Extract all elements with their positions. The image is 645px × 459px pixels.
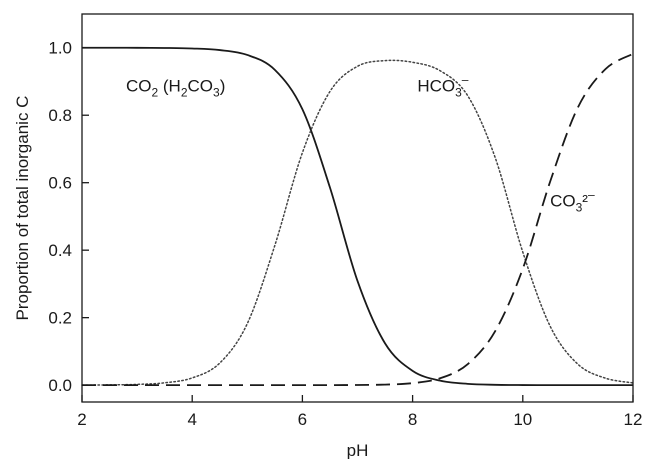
x-tick-label: 10 <box>513 410 532 429</box>
y-axis-label: Proportion of total inorganic C <box>13 96 32 321</box>
y-tick-label: 0.4 <box>48 241 72 260</box>
x-tick-label: 8 <box>408 410 417 429</box>
co2-curve <box>81 46 633 387</box>
y-tick-label: 0.0 <box>48 376 72 395</box>
x-tick-label: 4 <box>187 410 196 429</box>
co2-label: CO2​ (H2​CO3​) <box>126 77 225 100</box>
y-tick-label: 1.0 <box>48 39 72 58</box>
co3-label: CO3​²–​ <box>550 187 595 214</box>
y-tick-label: 0.8 <box>48 106 72 125</box>
x-tick-label: 12 <box>624 410 643 429</box>
axis-ticks <box>81 47 634 402</box>
y-tick-label: 0.6 <box>48 174 72 193</box>
x-tick-label: 2 <box>77 410 86 429</box>
tick-labels: 2 4 6 8 10 12 0.0 0.2 0.4 0.6 0.8 1.0 <box>48 39 642 429</box>
plot-marks <box>81 46 634 387</box>
hco3-curve <box>81 59 634 386</box>
co3-curve <box>82 53 634 387</box>
y-tick-label: 0.2 <box>48 309 72 328</box>
x-axis-label: pH <box>347 441 369 459</box>
plot-frame <box>81 13 634 403</box>
hco3-label: HCO3​–​ <box>417 73 468 100</box>
x-tick-label: 6 <box>298 410 307 429</box>
annotations: CO2​ (H2​CO3​) HCO3​–​ CO3​²–​ <box>126 73 595 215</box>
